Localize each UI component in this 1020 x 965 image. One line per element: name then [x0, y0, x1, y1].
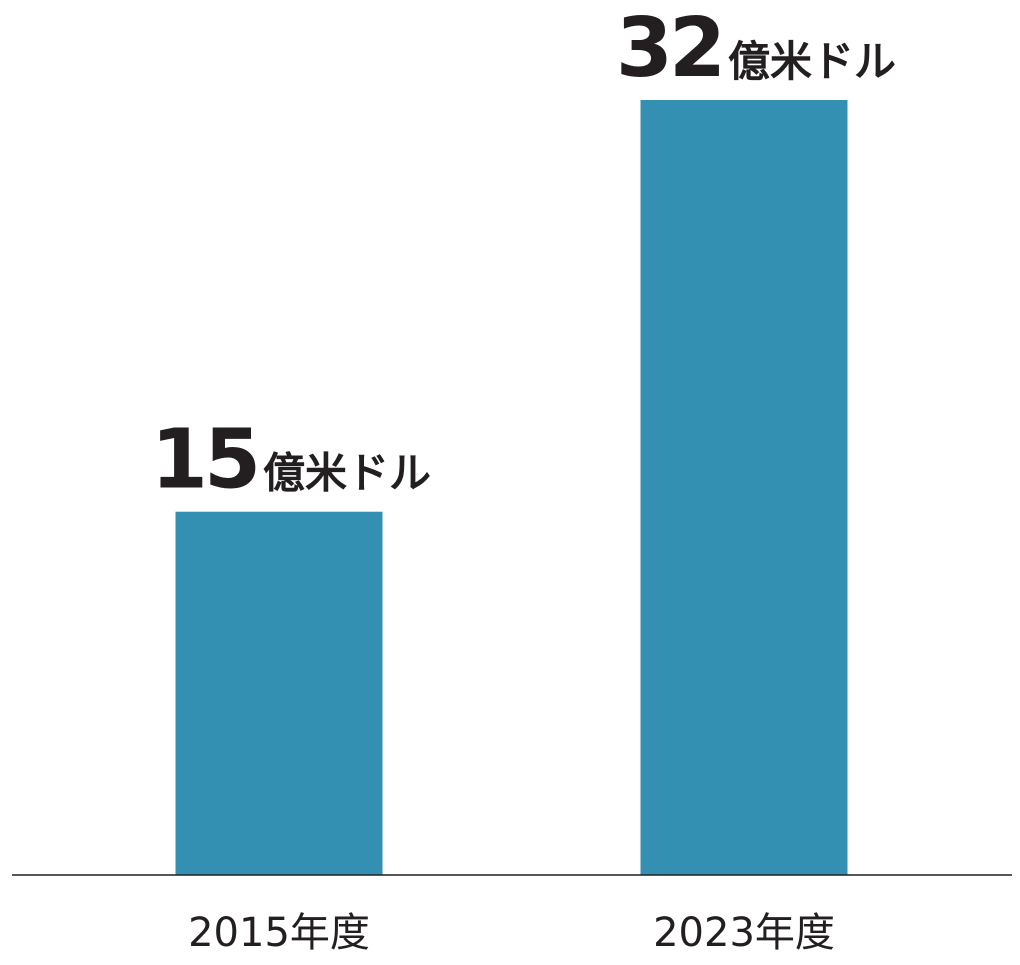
x-tick-label-1: 2015年度: [188, 910, 370, 956]
value-unit-1: 億米ドル: [263, 449, 431, 498]
x-tick-labels-group: 2015年度 2023年度: [188, 910, 835, 956]
value-number-1: 15: [151, 413, 257, 508]
value-label-1: 15 億米ドル: [151, 413, 431, 508]
bars-group: [175, 100, 848, 875]
value-unit-2: 億米ドル: [728, 37, 896, 86]
bar-1: [175, 511, 383, 875]
x-tick-label-2: 2023年度: [653, 910, 835, 956]
bar-2: [640, 100, 848, 875]
value-number-2: 32: [616, 1, 722, 96]
value-label-2: 32 億米ドル: [616, 1, 896, 96]
